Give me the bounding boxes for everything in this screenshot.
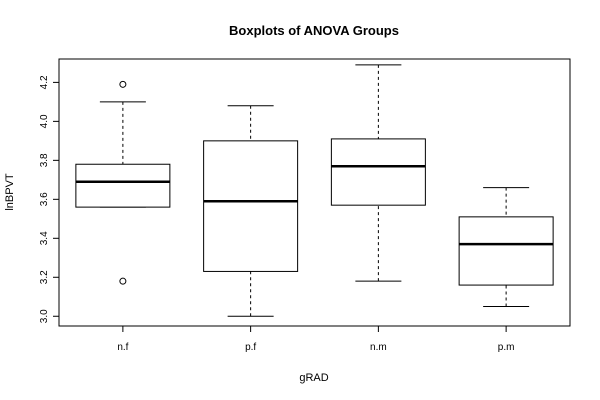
y-tick-label: 3.4	[39, 231, 50, 245]
x-tick-label: n.m	[370, 342, 387, 353]
y-tick-label: 3.2	[39, 270, 50, 284]
x-tick-label: p.f	[245, 342, 256, 353]
outlier-point	[119, 80, 127, 88]
iqr-box	[203, 140, 299, 272]
box-p.f	[203, 105, 299, 317]
x-tick-label: p.m	[498, 342, 515, 353]
box-n.m	[330, 64, 426, 282]
y-tick-label: 3.6	[39, 192, 50, 206]
iqr-box	[458, 216, 554, 286]
y-axis: 3.0 3.2 3.4 3.6 3.8 4.0 4.2	[39, 75, 59, 323]
y-tick-label: 3.8	[39, 153, 50, 167]
y-tick-label: 3.0	[39, 309, 50, 323]
box-p.m	[458, 187, 554, 308]
box-group-layer	[75, 64, 554, 317]
y-tick-label: 4.0	[39, 114, 50, 128]
box-n.f	[75, 80, 171, 285]
plot-frame	[58, 58, 571, 327]
iqr-box	[330, 138, 426, 206]
x-axis-label: gRAD	[299, 372, 328, 384]
iqr-box	[75, 163, 171, 208]
chart-title: Boxplots of ANOVA Groups	[229, 23, 399, 38]
y-tick-label: 4.2	[39, 75, 50, 89]
x-axis: n.f p.f n.m p.m	[117, 326, 514, 353]
outlier-point	[119, 277, 127, 285]
y-axis-label: lnBPVT	[4, 173, 16, 211]
x-tick-label: n.f	[117, 342, 128, 353]
